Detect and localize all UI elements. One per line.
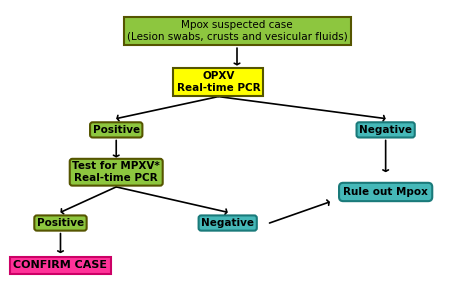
Text: Mpox suspected case
(Lesion swabs, crusts and vesicular fluids): Mpox suspected case (Lesion swabs, crust… bbox=[127, 20, 347, 42]
Text: Positive: Positive bbox=[37, 218, 84, 228]
Text: Test for MPXV*
Real-time PCR: Test for MPXV* Real-time PCR bbox=[73, 161, 160, 183]
Text: OPXV
Real-time PCR: OPXV Real-time PCR bbox=[177, 71, 260, 93]
Text: Negative: Negative bbox=[201, 218, 254, 228]
Text: Rule out Mpox: Rule out Mpox bbox=[343, 187, 428, 197]
Text: Positive: Positive bbox=[92, 125, 140, 135]
Text: Negative: Negative bbox=[359, 125, 412, 135]
Text: CONFIRM CASE: CONFIRM CASE bbox=[13, 260, 108, 270]
